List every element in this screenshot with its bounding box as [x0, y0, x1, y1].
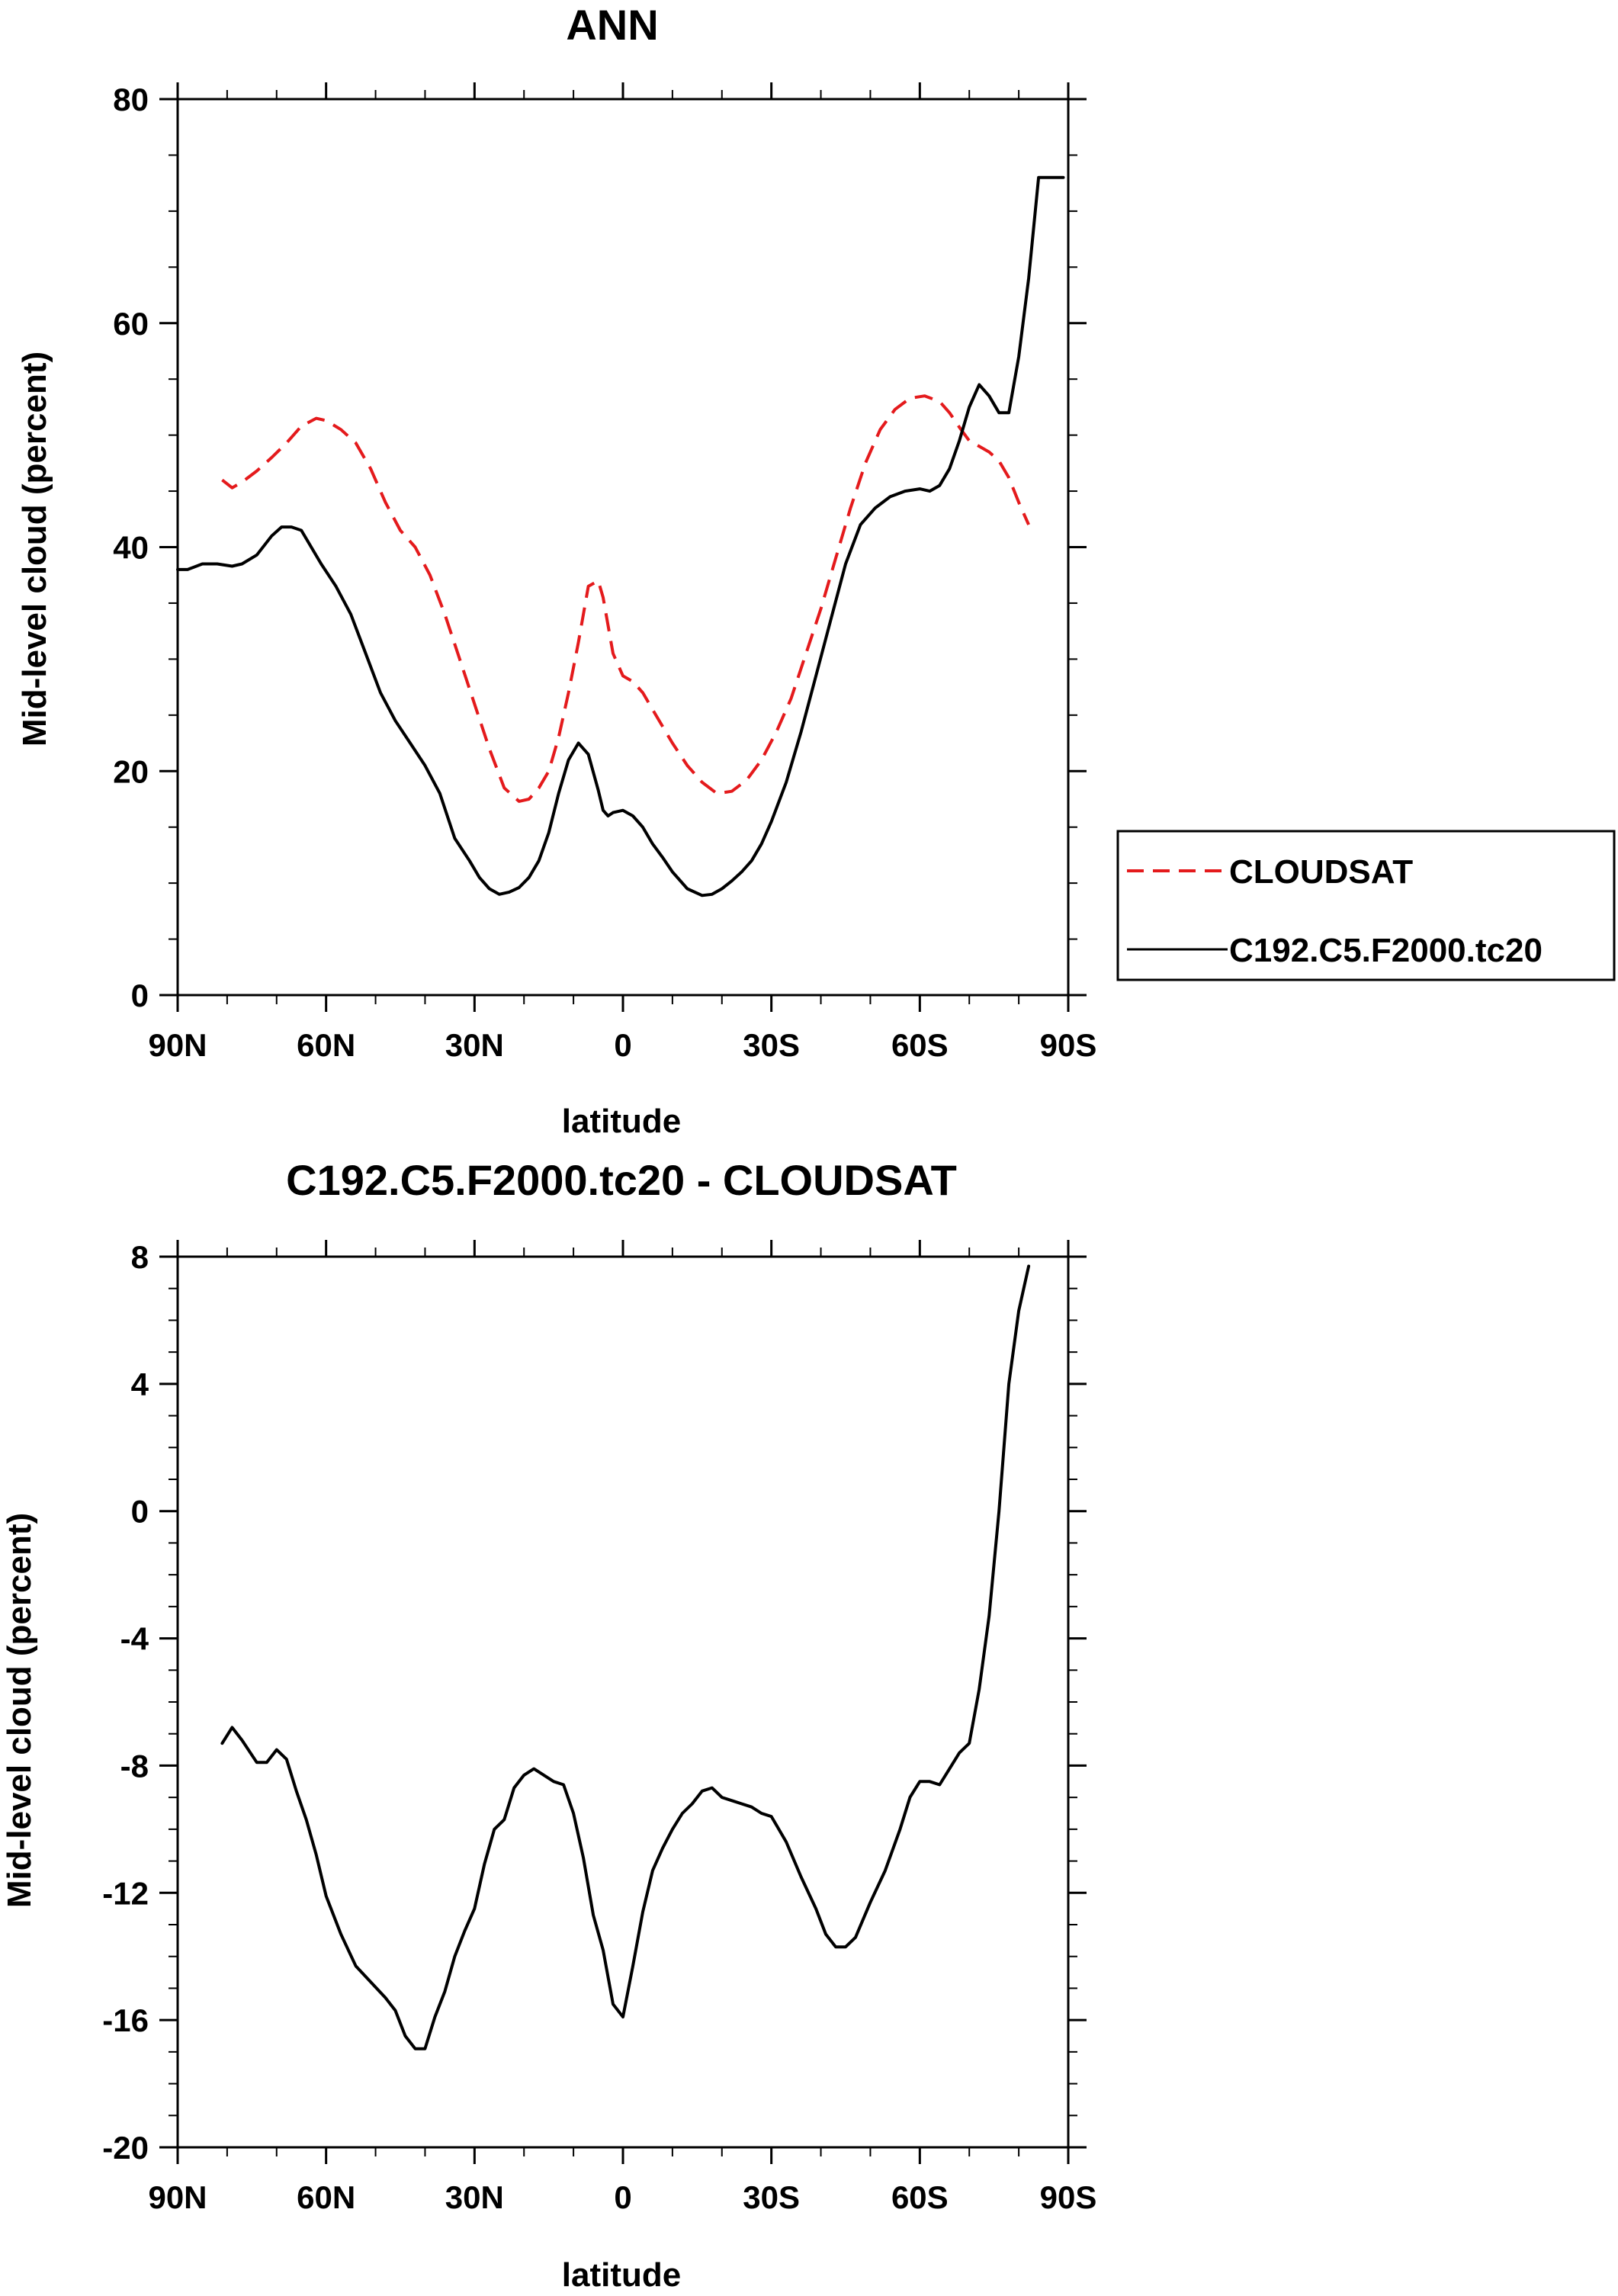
x-tick-label: 90S — [1040, 1027, 1097, 1063]
y-tick-label: 8 — [131, 1239, 149, 1275]
y-tick-label: 60 — [113, 306, 149, 342]
legend-label-cloudsat: CLOUDSAT — [1229, 853, 1413, 891]
y-tick-label: -4 — [120, 1621, 149, 1657]
y-tick-label: -12 — [102, 1875, 149, 1911]
x-axis-label: latitude — [562, 2256, 681, 2294]
plot-frame — [176, 1255, 1070, 2149]
y-tick-label: 20 — [113, 753, 149, 789]
y-tick-label: -8 — [120, 1748, 149, 1784]
y-tick-label: 40 — [113, 530, 149, 566]
x-tick-label: 60S — [891, 1027, 949, 1063]
x-axis-label: latitude — [562, 1103, 681, 1140]
chart-title: C192.C5.F2000.tc20 - CLOUDSAT — [286, 1156, 957, 1204]
tick-group — [159, 82, 1087, 1012]
tick-label-group: 90N 60N 30N 0 30S 60S 90S -20 -16 -12 -8 -4 0 4 8 — [102, 1239, 1096, 2215]
x-tick-label: 90N — [148, 1027, 207, 1063]
y-axis-label: Mid-level cloud (percent) — [1, 1513, 38, 1908]
y-tick-label: -16 — [102, 2002, 149, 2038]
y-tick-label: 0 — [131, 978, 149, 1013]
chart-title: ANN — [566, 1, 658, 49]
chart-panel-ann: ANN 90N 60N 30N 0 30S 60S 90S 0 20 40 60 80 latitud… — [16, 1, 1096, 1140]
legend-label-model: C192.C5.F2000.tc20 — [1229, 932, 1543, 969]
series-group — [176, 175, 1065, 898]
y-tick-label: 80 — [113, 82, 149, 117]
series-line-c192-c5-f2000-tc20 — [176, 175, 1065, 898]
x-tick-label: 90N — [148, 2179, 207, 2215]
y-axis-label: Mid-level cloud (percent) — [16, 352, 53, 747]
tick-group — [159, 1240, 1087, 2164]
y-tick-label: -20 — [102, 2130, 149, 2166]
x-tick-label: 30N — [445, 1027, 504, 1063]
y-tick-label: 4 — [131, 1366, 149, 1402]
plot-frame — [176, 98, 1070, 997]
y-tick-label: 0 — [131, 1494, 149, 1530]
series-line-c192-c5-f2000-tc20-cloudsat — [220, 1264, 1031, 2050]
x-tick-label: 30S — [743, 1027, 800, 1063]
x-tick-label: 60N — [297, 1027, 355, 1063]
x-tick-label: 30S — [743, 2179, 800, 2215]
x-tick-label: 0 — [614, 1027, 631, 1063]
legend-box — [1116, 830, 1616, 981]
series-group — [220, 1264, 1031, 2050]
x-tick-label: 60N — [297, 2179, 355, 2215]
x-tick-label: 90S — [1040, 2179, 1097, 2215]
tick-label-group: 90N 60N 30N 0 30S 60S 90S 0 20 40 60 80 — [113, 82, 1096, 1063]
x-tick-label: 0 — [614, 2179, 631, 2215]
x-tick-label: 60S — [891, 2179, 949, 2215]
chart-panel-difference: C192.C5.F2000.tc20 - CLOUDSAT 90N 60N 30N 0… — [1, 1156, 1096, 2294]
x-tick-label: 30N — [445, 2179, 504, 2215]
legend: CLOUDSAT C192.C5.F2000.tc20 — [1116, 830, 1616, 981]
